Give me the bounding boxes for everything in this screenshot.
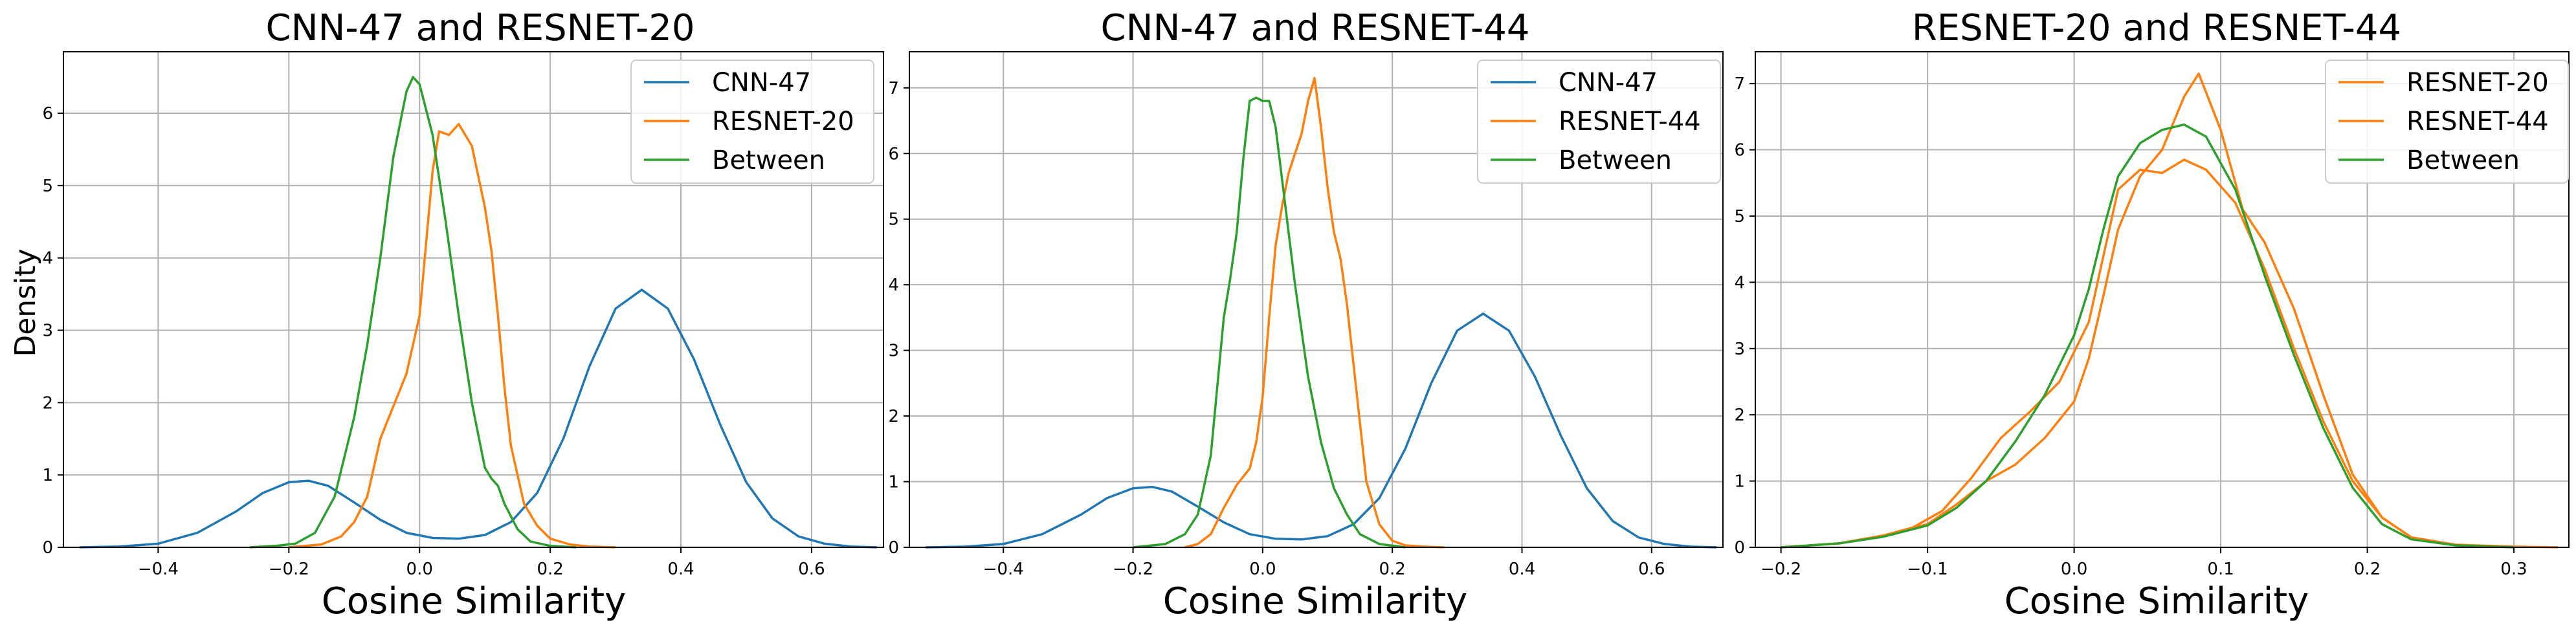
x-tick-label: 0.6 (798, 560, 825, 579)
legend-box (1477, 60, 1721, 184)
y-tick-label: 0 (888, 538, 899, 558)
y-tick-label: 1 (888, 473, 899, 492)
series-line-resnet20 (289, 123, 616, 549)
x-tick-label: 0.0 (2061, 560, 2087, 579)
legend-label-resnet44: RESNET-44 (2406, 107, 2549, 137)
x-axis-label: Cosine Similarity (2004, 580, 2309, 622)
y-tick-label: 6 (1734, 141, 1745, 160)
series-line-resnet44 (1781, 72, 2559, 549)
legend-label-cnn47: CNN-47 (712, 68, 811, 98)
x-tick-label: −0.2 (269, 560, 309, 579)
y-tick-label: 1 (42, 466, 53, 485)
subplot-cnn47-resnet20: CNN-47 and RESNET-20 −0.4 −0.2 0.0 0.2 0.4 0.… (9, 7, 884, 622)
chart-title: RESNET-20 and RESNET-44 (1912, 7, 2401, 49)
x-tick-label: 0.3 (2500, 560, 2527, 579)
x-tick-label: −0.2 (1113, 560, 1153, 579)
x-tick-label: 0.2 (2354, 560, 2381, 579)
x-tick-label: −0.2 (1760, 560, 1801, 579)
y-tick-label: 3 (1734, 340, 1745, 359)
legend-label-between: Between (1559, 146, 1672, 175)
legend-box (630, 60, 874, 184)
y-tick-label: 5 (888, 210, 899, 230)
y-tick-label: 5 (42, 177, 53, 196)
series-line-between (1133, 96, 1406, 549)
x-tick-label: 0.1 (2207, 560, 2234, 579)
x-tick-label: 0.2 (1379, 560, 1406, 579)
plot-frame (1755, 51, 2570, 548)
chart-title: CNN-47 and RESNET-20 (266, 7, 695, 49)
y-tick-label: 5 (1734, 207, 1745, 226)
x-tick-label: 0.0 (1249, 560, 1276, 579)
legend-label-between: Between (2406, 146, 2520, 175)
chart-title: CNN-47 and RESNET-44 (1101, 7, 1530, 49)
y-tick-label: 2 (888, 407, 899, 426)
series-line-cnn47 (925, 312, 1717, 549)
y-tick-label: 6 (888, 144, 899, 164)
y-tick-label: 2 (1734, 406, 1745, 425)
y-tick-label: 1 (1734, 472, 1745, 492)
y-tick-label: 2 (42, 393, 53, 413)
y-tick-label: 0 (42, 538, 53, 558)
x-tick-label: −0.1 (1907, 560, 1948, 579)
y-tick-label: 7 (888, 79, 899, 98)
legend: CNN-47 RESNET-20 Between (630, 60, 874, 184)
x-tick-label: −0.4 (983, 560, 1024, 579)
legend-label-resnet44: RESNET-44 (1559, 107, 1701, 137)
y-tick-label: 4 (1734, 273, 1745, 292)
x-tick-label: 0.4 (667, 560, 694, 579)
series-line-resnet20 (1781, 158, 2515, 549)
legend-label-resnet20: RESNET-20 (2406, 68, 2549, 98)
subplot-resnet20-resnet44: RESNET-20 and RESNET-44 −0.2 −0.1 0.0 0.1 0.… (1734, 7, 2570, 622)
plot-frame (63, 51, 884, 548)
y-tick-label: 3 (42, 322, 53, 341)
series-line-between (249, 76, 577, 549)
x-tick-label: 0.0 (406, 560, 433, 579)
y-tick-label: 0 (1734, 538, 1745, 558)
y-tick-label: 6 (42, 104, 53, 124)
plot-frame (909, 51, 1724, 548)
x-tick-label: 0.4 (1509, 560, 1535, 579)
x-tick-label: 0.2 (537, 560, 563, 579)
x-tick-label: 0.6 (1638, 560, 1665, 579)
legend-label-resnet20: RESNET-20 (712, 107, 854, 137)
legend: CNN-47 RESNET-44 Between (1477, 60, 1721, 184)
legend-box (2325, 60, 2569, 184)
legend-label-between: Between (712, 146, 825, 175)
series-line-between (1781, 123, 2515, 549)
y-tick-label: 4 (42, 249, 53, 268)
y-tick-label: 3 (888, 342, 899, 361)
series-line-cnn47 (80, 289, 877, 549)
y-axis-label: Density (9, 248, 42, 356)
x-tick-label: −0.4 (138, 560, 179, 579)
legend-label-cnn47: CNN-47 (1559, 68, 1658, 98)
y-tick-label: 4 (888, 276, 899, 295)
legend: RESNET-20 RESNET-44 Between (2325, 60, 2569, 184)
y-tick-label: 7 (1734, 74, 1745, 94)
x-axis-label: Cosine Similarity (1163, 580, 1468, 622)
x-axis-label: Cosine Similarity (322, 580, 627, 622)
series-line-resnet44 (1184, 76, 1445, 549)
subplot-cnn47-resnet44: CNN-47 and RESNET-44 −0.4 −0.2 0.0 0.2 0.4 0.… (888, 7, 1724, 622)
